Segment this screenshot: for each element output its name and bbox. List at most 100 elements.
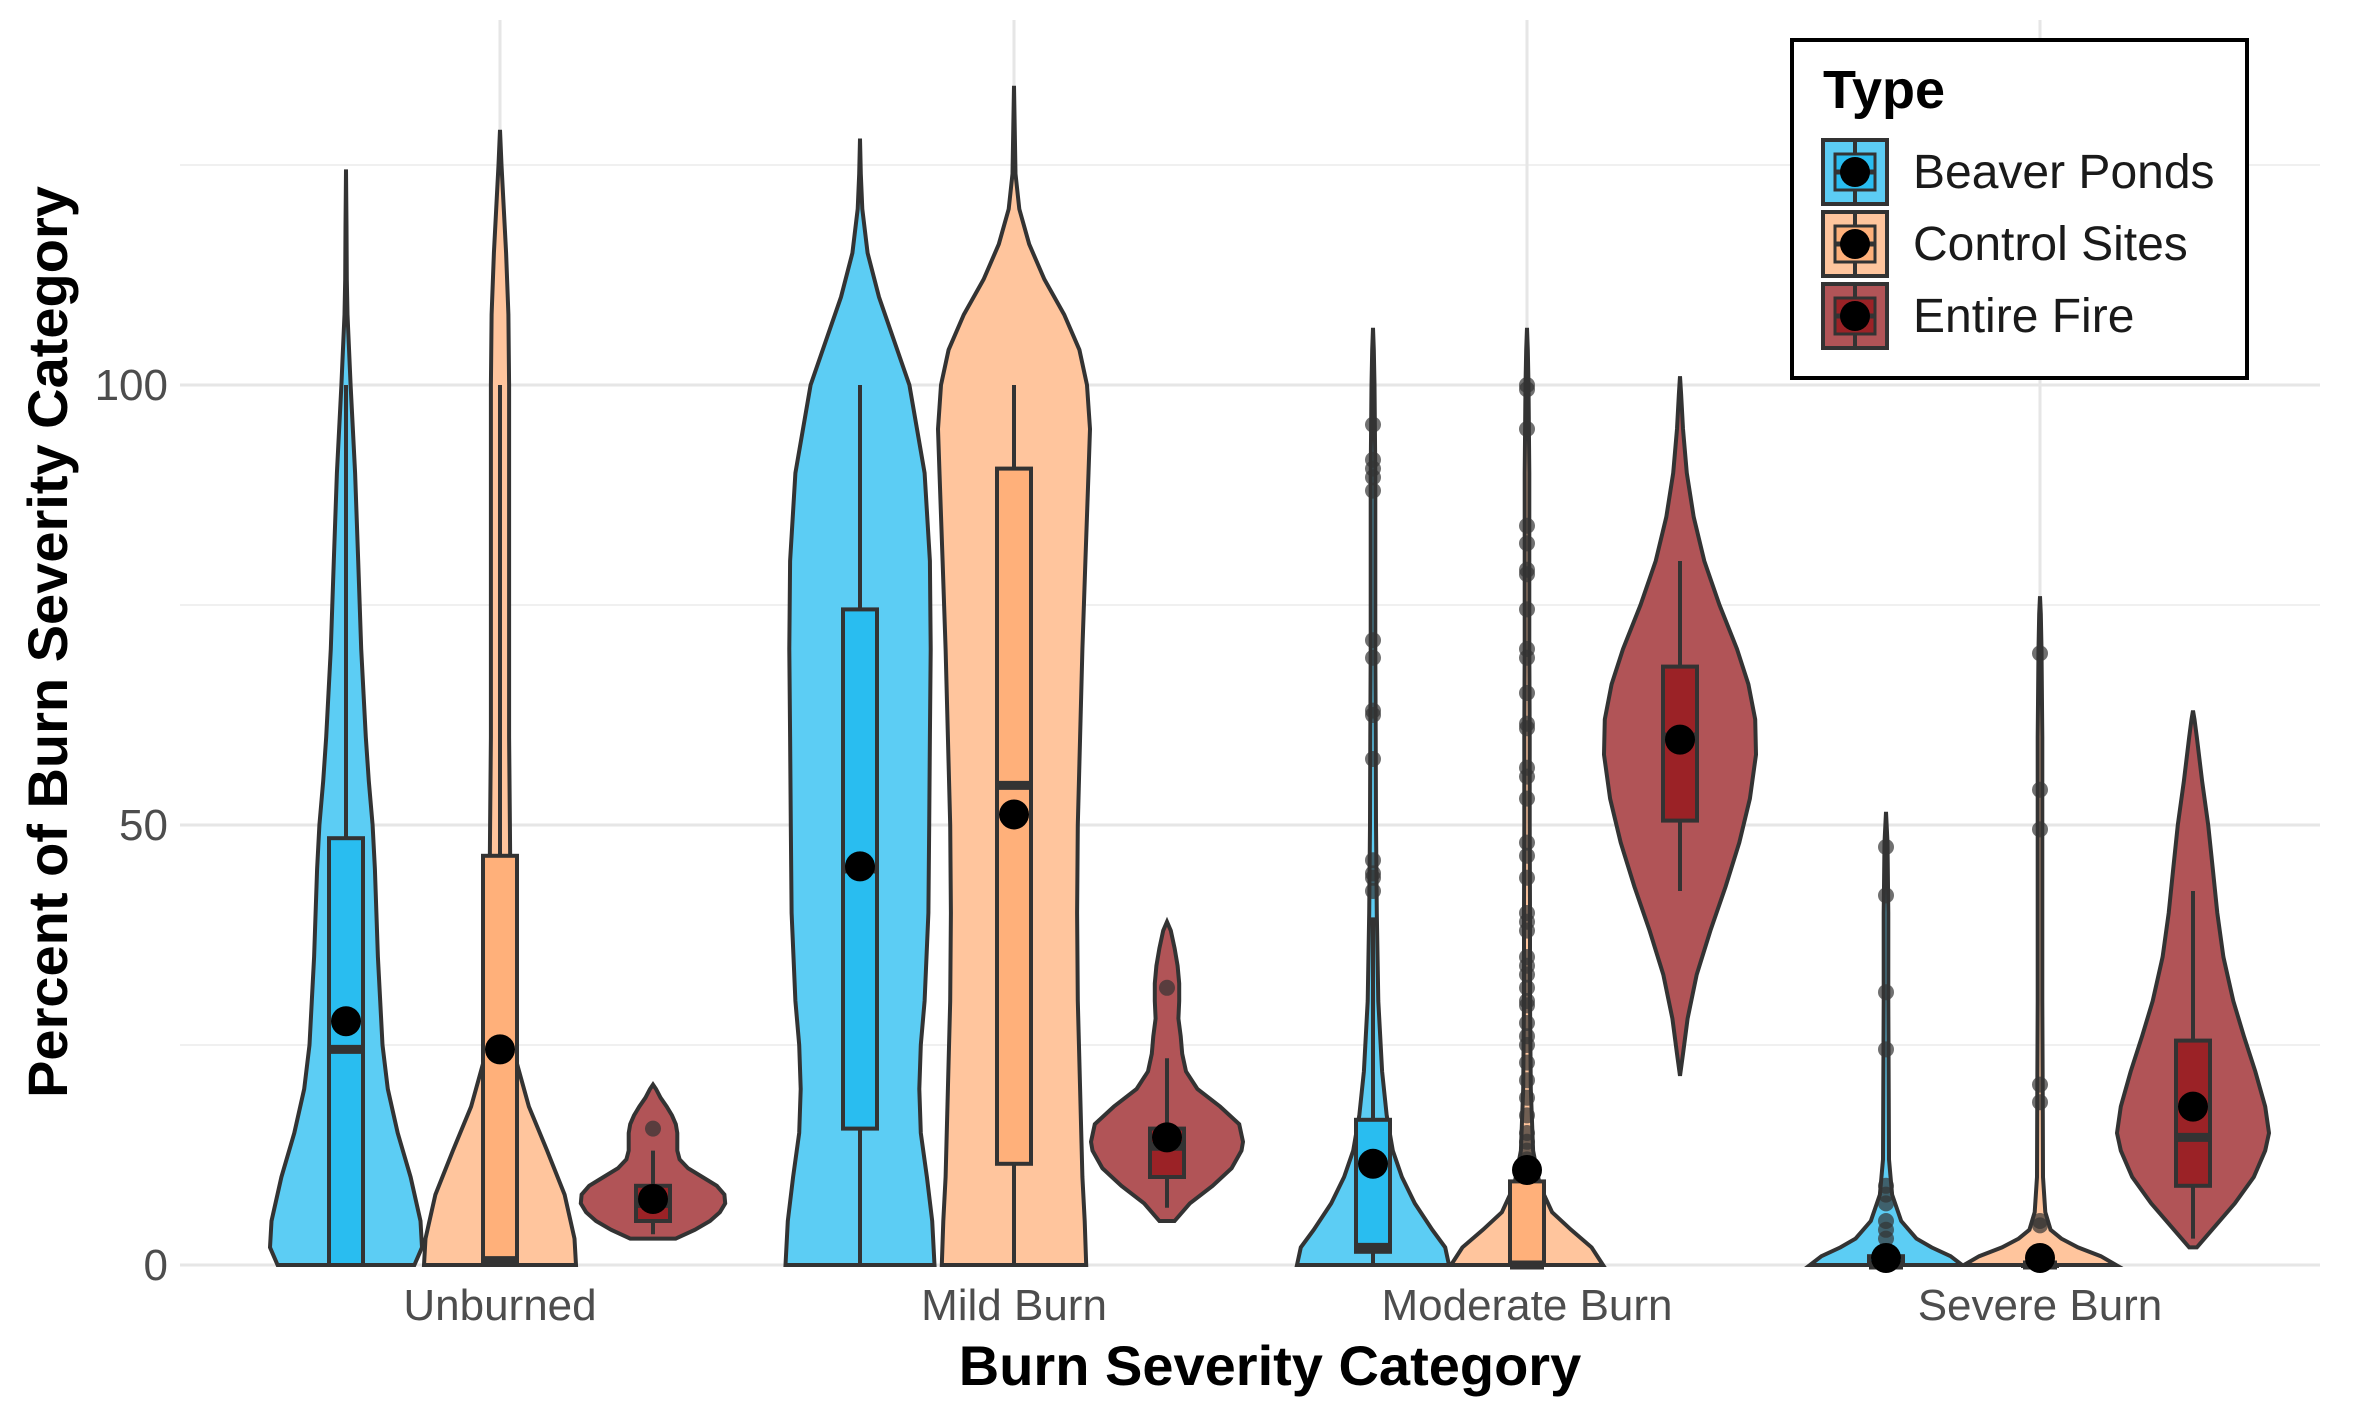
outlier-point	[1878, 1230, 1894, 1247]
outlier-point	[1365, 649, 1381, 666]
y-axis: 0 50 100	[95, 361, 168, 1290]
outlier-point	[1519, 966, 1535, 983]
legend-key-mean	[1840, 229, 1870, 259]
mean-point	[638, 1184, 668, 1214]
outlier-point	[1365, 869, 1381, 886]
violin-group	[783, 138, 937, 1267]
outlier-point	[645, 1120, 661, 1137]
legend-key-mean	[1840, 157, 1870, 187]
outlier-point	[1519, 1089, 1535, 1106]
box-rect	[1354, 1117, 1392, 1254]
violin-group	[578, 1081, 728, 1241]
outlier-point	[1519, 566, 1535, 583]
outlier-point	[1519, 685, 1535, 701]
outlier-point	[1878, 887, 1894, 904]
outlier-point	[1365, 707, 1381, 723]
outlier-point	[2032, 781, 2048, 798]
mean-point	[1871, 1242, 1901, 1273]
outlier-point	[1519, 421, 1535, 437]
mean-point	[331, 1006, 361, 1037]
mean-point	[845, 851, 875, 882]
outlier-point	[1519, 1054, 1535, 1071]
outlier-point	[1519, 834, 1535, 851]
x-tick-label: Severe Burn	[1918, 1281, 2163, 1330]
violin-group	[1447, 327, 1607, 1270]
outlier-point	[1519, 1107, 1535, 1124]
outlier-point	[2032, 1217, 2048, 1234]
outlier-point	[1519, 979, 1535, 996]
outlier-point	[1365, 416, 1381, 433]
outlier-point	[1365, 883, 1381, 899]
legend-label: Control Sites	[1913, 218, 2188, 271]
violin-shape	[1956, 596, 2124, 1267]
outlier-point	[1519, 1072, 1535, 1089]
outlier-point	[1519, 847, 1535, 864]
violin-group	[1601, 376, 1759, 1077]
outlier-point	[2032, 821, 2048, 838]
outlier-point	[1519, 1015, 1535, 1031]
outlier-point	[1519, 381, 1535, 398]
outlier-point	[1519, 517, 1535, 534]
outlier-point	[1365, 482, 1381, 499]
legend-label: Entire Fire	[1913, 290, 2134, 343]
mean-point	[485, 1034, 515, 1065]
y-tick-label: 100	[95, 361, 168, 410]
mean-point	[1665, 724, 1695, 755]
x-tick-label: Moderate Burn	[1381, 1281, 1672, 1330]
legend: Type Beaver Ponds Control Sites Entire Fir…	[1790, 38, 2249, 380]
x-axis-title: Burn Severity Category	[959, 1334, 1581, 1397]
x-tick-label: Unburned	[403, 1281, 596, 1330]
violin-group	[421, 129, 579, 1267]
outlier-point	[1519, 601, 1535, 618]
legend-key-mean	[1840, 301, 1870, 331]
outlier-point	[1519, 768, 1535, 785]
y-axis-title: Percent of Burn Severity Category	[16, 186, 79, 1098]
outlier-point	[1878, 1041, 1894, 1058]
violin-group	[1956, 596, 2124, 1273]
violin-group	[1804, 811, 1968, 1273]
legend-entry: Control Sites	[1821, 210, 2188, 278]
outlier-point	[2032, 1076, 2048, 1093]
violins	[267, 85, 2272, 1273]
y-tick-label: 0	[144, 1241, 168, 1290]
mean-point	[1358, 1148, 1388, 1179]
outlier-point	[1159, 979, 1175, 996]
mean-point	[1512, 1154, 1542, 1185]
outlier-point	[2032, 645, 2048, 662]
outlier-point	[1365, 632, 1381, 649]
violin-group	[267, 169, 425, 1267]
y-tick-label: 50	[119, 801, 168, 850]
violin-group	[1088, 916, 1246, 1223]
legend-entry: Beaver Ponds	[1821, 138, 2215, 206]
outlier-point	[1878, 1195, 1894, 1212]
box-rect	[1508, 1179, 1546, 1268]
violin-shape	[1804, 811, 1968, 1267]
violin-group	[1294, 327, 1452, 1267]
mean-point	[2025, 1242, 2055, 1273]
outlier-point	[1519, 535, 1535, 552]
legend-label: Beaver Ponds	[1913, 146, 2215, 199]
outlier-point	[1878, 839, 1894, 855]
mean-point	[2178, 1091, 2208, 1122]
outlier-point	[1519, 922, 1535, 939]
legend-entry: Entire Fire	[1821, 282, 2134, 350]
outlier-point	[1878, 984, 1894, 1001]
outlier-point	[1365, 469, 1381, 486]
outlier-point	[1519, 997, 1535, 1014]
outlier-point	[1519, 1037, 1535, 1053]
violin-group	[935, 85, 1093, 1267]
outlier-point	[1519, 790, 1535, 807]
violin-group	[2114, 710, 2272, 1250]
outlier-point	[1365, 751, 1381, 767]
mean-point	[999, 799, 1029, 830]
x-tick-label: Mild Burn	[921, 1281, 1107, 1330]
outlier-point	[2032, 1094, 2048, 1111]
outlier-point	[1519, 649, 1535, 666]
legend-title: Type	[1823, 60, 1945, 120]
mean-point	[1152, 1122, 1182, 1153]
outlier-point	[1519, 869, 1535, 886]
outlier-point	[1365, 852, 1381, 869]
x-axis: Unburned Mild Burn Moderate Burn Severe Bur…	[403, 1281, 2162, 1330]
outlier-point	[1519, 720, 1535, 737]
